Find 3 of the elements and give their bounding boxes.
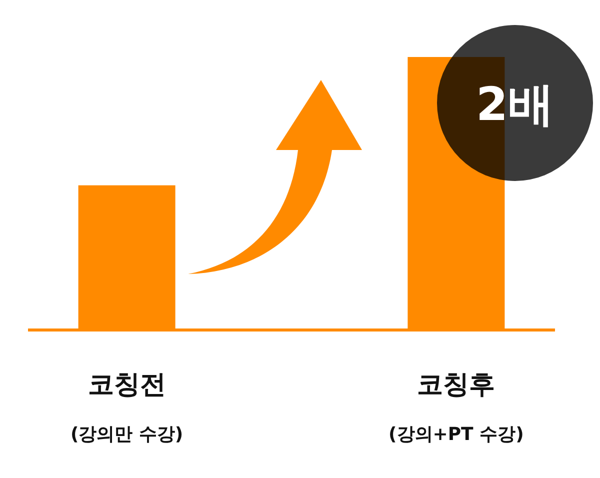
annotation: 2배: [476, 77, 554, 131]
x-tick-label: 코칭전 (강의만 수강): [70, 370, 184, 445]
x-tick-label: 코칭후 (강의+PT 수강): [388, 370, 524, 445]
